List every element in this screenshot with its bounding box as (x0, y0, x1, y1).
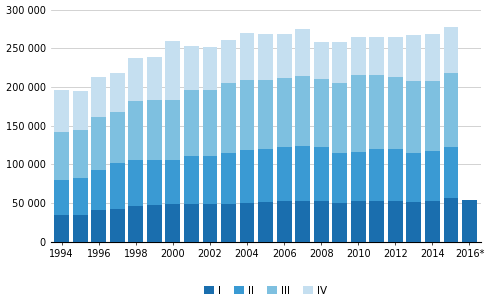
Bar (221, 40, 236, 83)
Bar (388, 149, 403, 201)
Bar (165, 160, 180, 204)
Bar (184, 204, 199, 242)
Bar (314, 79, 328, 147)
Bar (240, 33, 254, 80)
Bar (277, 78, 292, 147)
Bar (295, 146, 310, 201)
Bar (129, 101, 143, 160)
Bar (369, 201, 384, 242)
Bar (295, 201, 310, 242)
Bar (54, 180, 69, 215)
Bar (425, 81, 440, 151)
Bar (332, 153, 347, 203)
Bar (407, 202, 421, 242)
Bar (295, 29, 310, 76)
Bar (221, 153, 236, 204)
Bar (203, 47, 218, 90)
Bar (221, 83, 236, 153)
Bar (203, 90, 218, 156)
Bar (73, 91, 87, 130)
Bar (388, 37, 403, 77)
Bar (351, 201, 366, 242)
Bar (351, 75, 366, 152)
Bar (332, 42, 347, 83)
Bar (369, 149, 384, 201)
Bar (54, 215, 69, 242)
Bar (184, 46, 199, 90)
Bar (425, 34, 440, 81)
Bar (73, 130, 87, 178)
Bar (295, 76, 310, 146)
Bar (129, 58, 143, 101)
Bar (221, 204, 236, 242)
Bar (91, 117, 106, 170)
Bar (407, 35, 421, 82)
Bar (240, 203, 254, 242)
Bar (147, 205, 162, 242)
Bar (110, 73, 125, 112)
Bar (258, 149, 273, 202)
Bar (184, 156, 199, 204)
Bar (332, 203, 347, 242)
Bar (369, 37, 384, 75)
Bar (184, 90, 199, 156)
Bar (277, 34, 292, 78)
Bar (314, 42, 328, 79)
Bar (73, 178, 87, 214)
Bar (351, 152, 366, 201)
Bar (258, 80, 273, 149)
Bar (240, 149, 254, 203)
Bar (147, 160, 162, 205)
Bar (388, 77, 403, 149)
Bar (91, 210, 106, 242)
Bar (443, 27, 459, 73)
Legend: I, II, III, IV: I, II, III, IV (199, 281, 332, 300)
Bar (407, 153, 421, 202)
Bar (258, 34, 273, 80)
Bar (91, 77, 106, 117)
Bar (147, 57, 162, 100)
Bar (277, 147, 292, 201)
Bar (407, 82, 421, 153)
Bar (147, 100, 162, 160)
Bar (203, 204, 218, 242)
Bar (332, 83, 347, 153)
Bar (240, 80, 254, 149)
Bar (277, 201, 292, 242)
Bar (110, 163, 125, 209)
Bar (165, 100, 180, 160)
Bar (351, 37, 366, 75)
Bar (203, 156, 218, 204)
Bar (110, 112, 125, 163)
Bar (443, 73, 459, 147)
Bar (73, 214, 87, 242)
Bar (314, 147, 328, 201)
Bar (258, 202, 273, 242)
Bar (91, 170, 106, 210)
Bar (165, 204, 180, 242)
Bar (369, 75, 384, 149)
Bar (54, 90, 69, 132)
Bar (165, 41, 180, 100)
Bar (462, 200, 477, 242)
Bar (425, 151, 440, 201)
Bar (129, 160, 143, 206)
Bar (443, 147, 459, 198)
Bar (110, 209, 125, 242)
Bar (425, 201, 440, 242)
Bar (443, 198, 459, 242)
Bar (314, 201, 328, 242)
Bar (129, 206, 143, 242)
Bar (54, 132, 69, 180)
Bar (388, 201, 403, 242)
